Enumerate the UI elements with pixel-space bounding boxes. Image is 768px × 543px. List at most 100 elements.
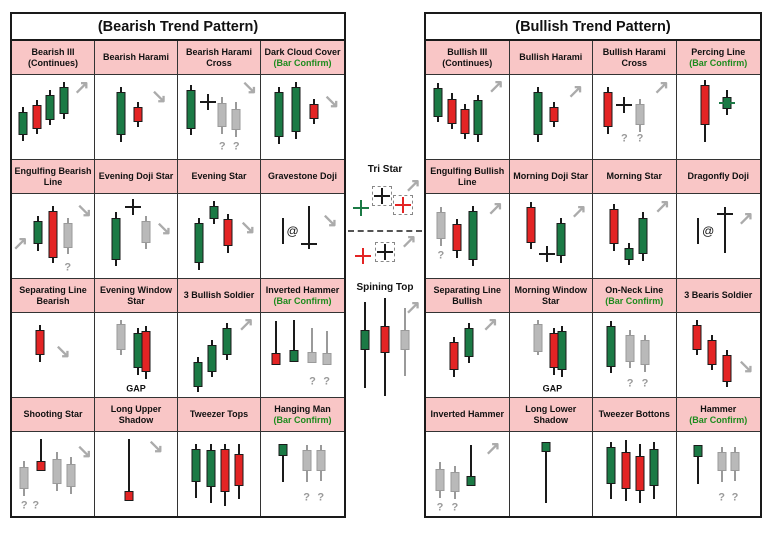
dashed-box <box>393 194 414 215</box>
pattern-3-bearis-soldier: 3 Bearis Soldier ↘ <box>676 279 760 398</box>
candle-body <box>635 455 645 491</box>
candle-body <box>730 452 740 471</box>
dashed-box <box>372 185 393 206</box>
candle-wick <box>311 328 314 364</box>
pattern-drawing: ↗ <box>426 313 509 397</box>
pattern-drawing <box>593 432 676 516</box>
question-mark: ? <box>232 140 240 153</box>
candle-body <box>133 106 143 123</box>
pattern-name-text: Gravestone Doji <box>267 171 338 182</box>
pattern-drawing: ↗ <box>12 75 94 159</box>
pattern-drawing: ↘ <box>95 194 177 278</box>
question-mark: ? <box>436 501 444 514</box>
pattern-name: Evening Star <box>178 160 260 194</box>
shadow-line <box>281 217 284 245</box>
bearish-pattern-table: (Bearish Trend Pattern) Bearish III (Cont… <box>10 12 346 518</box>
pattern-dark-cloud-cover: Dark Cloud Cover (Bar Confirm) ↘ <box>261 41 344 160</box>
pattern-drawing: ↘ <box>12 313 94 397</box>
pattern-name: Bullish Harami <box>509 41 592 75</box>
candle-body <box>66 463 76 488</box>
bar-confirm-note: (Bar Confirm) <box>689 57 748 68</box>
trend-arrow-up-icon: ↗ <box>400 231 417 253</box>
question-mark: ? <box>718 491 725 504</box>
pattern-name-text: Morning Star <box>606 171 663 182</box>
question-mark: ? <box>626 377 634 390</box>
pattern-drawing: ↗ <box>593 194 676 278</box>
pattern-3-bullish-soldier: 3 Bullish Soldier ↗ <box>178 279 261 398</box>
tri-star-diagram-bottom: ↗ <box>350 231 420 276</box>
candle-body <box>19 467 29 490</box>
pattern-drawing: ? ↗ <box>426 194 509 278</box>
pattern-name: Evening Doji Star <box>95 160 177 194</box>
candle-body <box>193 361 203 387</box>
bar-confirm-note: (Bar Confirm) <box>273 414 332 425</box>
pattern-evening-doji-star: Evening Doji Star ↘ <box>95 160 178 279</box>
candle-body <box>52 458 62 485</box>
doji-cross-icon <box>377 251 393 254</box>
pattern-morning-star: Morning Star ↗ <box>593 160 677 279</box>
candle-body <box>271 353 281 366</box>
pattern-bullish-harami-cross: Bullish Harami Cross?? ↗ <box>593 41 677 160</box>
candle-wick <box>128 438 131 501</box>
candle-body <box>466 475 476 486</box>
question-mark: ? <box>323 375 330 388</box>
trend-arrow-down-icon: ↘ <box>321 210 338 232</box>
trend-arrow-up-icon: ↗ <box>653 77 670 99</box>
tri-star-label: Tri Star <box>367 164 403 175</box>
pattern-tweezer-bottons: Tweezer Bottons <box>593 398 677 516</box>
candle-wick <box>325 331 328 366</box>
candle-body <box>606 326 616 367</box>
trend-arrow-up-icon: ↗ <box>405 175 421 197</box>
candle-body <box>59 86 69 114</box>
candle-body <box>447 98 457 124</box>
candle-body <box>693 445 703 458</box>
pattern-name-text: Bearish Harami <box>102 52 170 63</box>
pattern-drawing: ?? <box>261 432 344 516</box>
candle-body <box>533 323 543 352</box>
at-symbol: @ <box>286 223 299 238</box>
pattern-name: Engulfing Bullish Line <box>426 160 509 194</box>
trend-arrow-down-icon: ↘ <box>147 436 164 458</box>
pattern-engulfing-bullish-line: Engulfing Bullish Line? ↗ <box>426 160 510 279</box>
pattern-name: Bearish Harami <box>95 41 177 75</box>
doji-cross-icon <box>616 104 633 107</box>
candle-wick <box>274 321 277 366</box>
pattern-name: Dragonfly Doji <box>676 160 760 194</box>
gap-label: GAP <box>542 383 563 394</box>
pattern-drawing: ?? <box>261 313 344 397</box>
candle-body <box>722 355 732 382</box>
trend-arrow-up-icon: ↗ <box>405 297 421 319</box>
pattern-bearish-iii-continues: Bearish III (Continues) ↗ <box>12 41 95 160</box>
candle-body <box>35 329 45 355</box>
candle-body <box>640 339 650 366</box>
question-mark: ? <box>32 499 40 512</box>
pattern-name: Separating Line Bullish <box>426 279 509 313</box>
table-title: (Bullish Trend Pattern) <box>426 14 760 41</box>
candle-wick <box>281 443 284 483</box>
pattern-name-text: Evening Doji Star <box>98 171 174 182</box>
trend-arrow-down-icon: ↘ <box>241 77 258 99</box>
pattern-on-neck-line: On-Neck Line (Bar Confirm)?? <box>593 279 677 398</box>
pattern-name-text: 3 Bearis Soldier <box>684 290 753 301</box>
pattern-name: Hammer (Bar Confirm) <box>676 398 760 432</box>
pattern-name: Long Lower Shadow <box>509 398 592 432</box>
pattern-name: Inverted Hammer <box>426 398 509 432</box>
pattern-drawing: ↗ <box>510 75 593 159</box>
pattern-drawing: ?? ↗ <box>593 75 676 159</box>
pattern-name-text: Inverted Hammer <box>430 409 505 420</box>
spinning-top-label: Spining Top <box>356 282 414 293</box>
candle-body <box>222 328 232 355</box>
shadow-line <box>301 243 318 246</box>
pattern-separating-line-bearish: Separating Line Bearish ↘ <box>12 279 95 398</box>
pattern-name-text: Separating Line Bearish <box>19 284 87 306</box>
shadow-line <box>716 213 733 216</box>
pattern-drawing: @ ↗ <box>677 194 761 278</box>
candle-body <box>717 452 727 471</box>
trend-arrow-up-icon: ↗ <box>737 208 754 230</box>
pattern-bullish-iii-continues: Bullish III (Continues) ↗ <box>426 41 510 160</box>
trend-arrow-down-icon: ↘ <box>323 91 340 113</box>
bar-confirm-note: (Bar Confirm) <box>605 295 664 306</box>
pattern-long-lower-shadow: Long Lower Shadow <box>509 398 593 516</box>
candle-body <box>621 452 631 490</box>
pattern-name-text: Bearish III (Continues) <box>28 46 78 68</box>
